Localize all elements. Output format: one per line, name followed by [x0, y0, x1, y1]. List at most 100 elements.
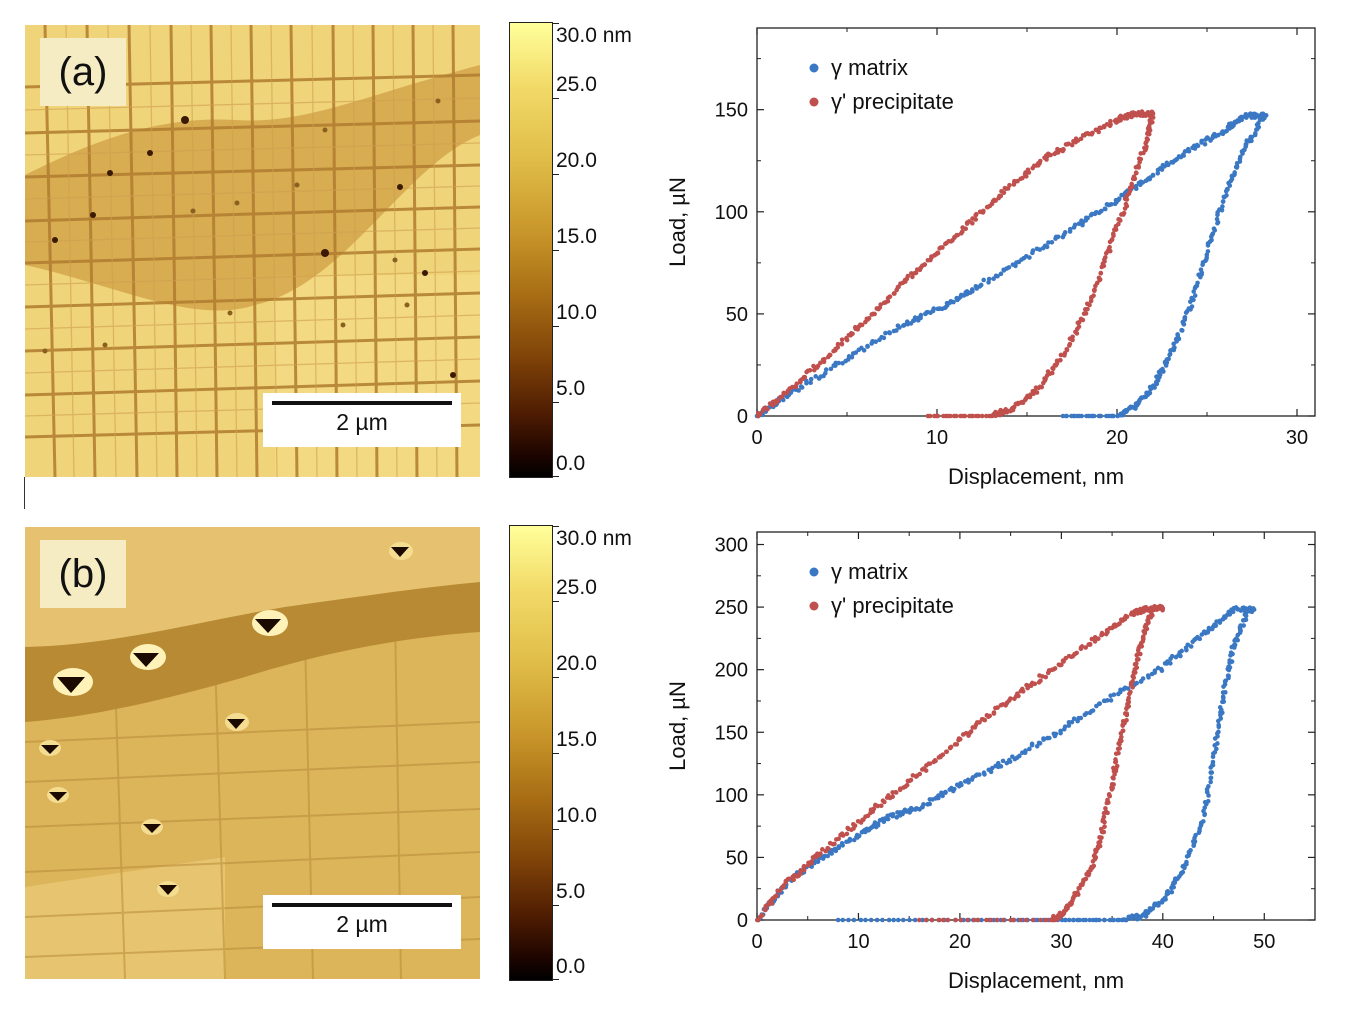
- legend-marker: [809, 97, 819, 107]
- data-point: [1015, 691, 1020, 697]
- data-point: [1109, 201, 1114, 207]
- data-point: [885, 816, 891, 822]
- data-point: [1221, 695, 1226, 701]
- data-point: [917, 771, 923, 777]
- data-point: [1125, 111, 1131, 117]
- data-point: [1179, 648, 1184, 654]
- data-point: [908, 777, 914, 783]
- data-point: [1090, 917, 1096, 923]
- data-point: [994, 917, 1000, 923]
- x-axis-label: Displacement, nm: [948, 464, 1124, 489]
- y-tick-label: 150: [715, 722, 748, 744]
- data-point: [822, 356, 827, 362]
- data-point: [1053, 731, 1059, 737]
- data-point: [1043, 917, 1049, 923]
- scale-bar-line: [272, 401, 452, 405]
- data-point: [1126, 914, 1132, 920]
- data-point: [1086, 872, 1091, 878]
- data-point: [839, 337, 845, 342]
- data-point: [1055, 234, 1061, 240]
- data-point: [1184, 861, 1189, 867]
- scale-bar-line: [272, 903, 452, 907]
- data-point: [1203, 801, 1209, 807]
- data-point: [1230, 609, 1236, 615]
- data-point: [1138, 151, 1144, 156]
- data-point: [1182, 315, 1187, 321]
- data-point: [823, 367, 829, 372]
- data-point: [1115, 413, 1120, 419]
- data-point: [1112, 227, 1117, 232]
- data-point: [1082, 307, 1088, 312]
- data-point: [1024, 395, 1029, 401]
- data-point: [1026, 170, 1032, 175]
- data-point: [1062, 724, 1068, 729]
- data-point: [1234, 160, 1240, 166]
- data-point: [868, 917, 874, 923]
- data-point: [953, 917, 958, 923]
- data-point: [1104, 413, 1109, 419]
- data-point: [847, 838, 853, 843]
- data-point: [1090, 859, 1096, 864]
- data-point: [981, 208, 986, 214]
- data-point: [931, 306, 937, 311]
- data-point: [1071, 716, 1077, 721]
- data-point: [1089, 294, 1094, 300]
- data-point: [1202, 812, 1207, 818]
- data-point: [1183, 310, 1189, 315]
- data-point: [912, 917, 918, 923]
- colorbar-tick-label: 5.0: [556, 377, 586, 400]
- plot-frame: [756, 27, 1316, 417]
- data-point: [1111, 233, 1116, 239]
- plot-frame: [756, 531, 1316, 921]
- data-point: [1124, 706, 1129, 712]
- colorbar-tick-label: 20.0: [556, 652, 597, 675]
- data-point: [865, 343, 870, 349]
- data-point: [1101, 917, 1107, 923]
- data-point: [1085, 131, 1091, 136]
- data-point: [1175, 332, 1180, 337]
- scale-bar-a: 2 µm: [263, 393, 461, 447]
- data-point: [1087, 641, 1093, 647]
- colorbar-tick: [552, 979, 559, 980]
- data-point: [1192, 293, 1198, 298]
- data-point: [893, 789, 898, 795]
- data-point: [1095, 844, 1101, 849]
- data-series: [755, 603, 1166, 923]
- data-point: [1008, 917, 1014, 923]
- data-point: [1222, 194, 1227, 200]
- data-point: [1145, 131, 1150, 136]
- data-point: [1111, 776, 1116, 781]
- data-point: [1230, 651, 1235, 657]
- data-point: [887, 330, 893, 336]
- data-point: [1062, 353, 1067, 358]
- data-point: [1208, 765, 1214, 770]
- data-point: [1116, 196, 1122, 201]
- data-point: [1222, 129, 1228, 134]
- data-point: [851, 917, 857, 923]
- data-point: [1069, 142, 1075, 148]
- data-point: [1060, 146, 1066, 152]
- data-point: [1117, 746, 1122, 751]
- data-point: [1020, 175, 1025, 181]
- colorbar-tick-label: 0.0: [556, 955, 586, 978]
- data-point: [1066, 917, 1072, 923]
- data-point: [977, 720, 982, 725]
- data-point: [836, 836, 841, 842]
- data-point: [979, 917, 984, 923]
- data-point: [777, 888, 783, 894]
- data-point: [1001, 917, 1006, 923]
- indent-marks: [39, 542, 413, 897]
- data-point: [1096, 413, 1102, 419]
- data-point: [967, 413, 972, 419]
- data-point: [936, 795, 941, 801]
- data-point: [1037, 740, 1043, 746]
- data-point: [887, 294, 892, 300]
- colorbar-tick: [552, 829, 559, 830]
- data-point: [1235, 632, 1241, 638]
- data-point: [1231, 173, 1236, 178]
- legend-label: γ' precipitate: [831, 593, 954, 618]
- data-point: [927, 761, 933, 766]
- data-point: [1113, 751, 1119, 756]
- data-point: [1243, 613, 1249, 619]
- data-point: [823, 371, 828, 376]
